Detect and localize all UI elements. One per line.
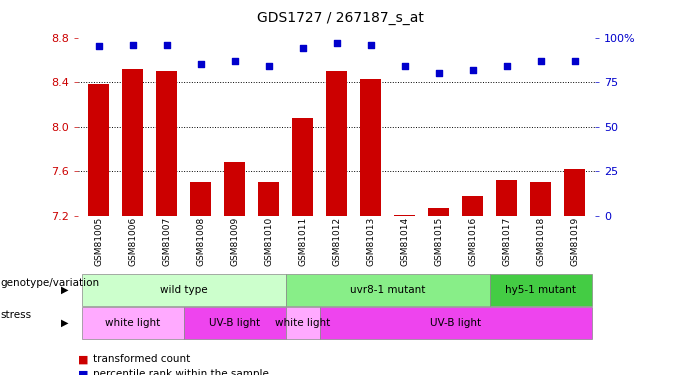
Bar bbox=[394, 214, 415, 216]
Text: transformed count: transformed count bbox=[93, 354, 190, 364]
Text: wild type: wild type bbox=[160, 285, 207, 295]
Bar bbox=[190, 182, 211, 216]
Bar bbox=[462, 196, 483, 216]
Bar bbox=[564, 169, 585, 216]
Point bbox=[433, 70, 444, 76]
Bar bbox=[156, 71, 177, 216]
Bar bbox=[292, 118, 313, 216]
Bar bbox=[88, 84, 109, 216]
Point bbox=[93, 44, 104, 50]
Text: hy5-1 mutant: hy5-1 mutant bbox=[505, 285, 576, 295]
Bar bbox=[122, 69, 143, 216]
Bar bbox=[258, 182, 279, 216]
Text: UV-B light: UV-B light bbox=[430, 318, 481, 328]
Text: white light: white light bbox=[275, 318, 330, 328]
Point bbox=[365, 42, 376, 48]
Point bbox=[127, 42, 138, 48]
Point bbox=[195, 61, 206, 67]
Text: percentile rank within the sample: percentile rank within the sample bbox=[93, 369, 269, 375]
Text: ▶: ▶ bbox=[61, 318, 69, 328]
Point bbox=[229, 58, 240, 64]
Text: ■: ■ bbox=[78, 354, 88, 364]
Bar bbox=[428, 208, 449, 216]
Point bbox=[297, 45, 308, 51]
Bar bbox=[326, 71, 347, 216]
Point bbox=[399, 63, 410, 69]
Text: ■: ■ bbox=[78, 369, 88, 375]
Text: stress: stress bbox=[1, 310, 32, 321]
Point bbox=[569, 58, 580, 64]
Point bbox=[535, 58, 546, 64]
Text: uvr8-1 mutant: uvr8-1 mutant bbox=[350, 285, 425, 295]
Point bbox=[161, 42, 172, 48]
Point bbox=[263, 63, 274, 69]
Text: GDS1727 / 267187_s_at: GDS1727 / 267187_s_at bbox=[256, 11, 424, 25]
Text: ▶: ▶ bbox=[61, 285, 69, 295]
Text: UV-B light: UV-B light bbox=[209, 318, 260, 328]
Point bbox=[501, 63, 512, 69]
Point bbox=[331, 40, 342, 46]
Bar bbox=[496, 180, 517, 216]
Text: genotype/variation: genotype/variation bbox=[1, 278, 100, 288]
Point bbox=[467, 67, 478, 73]
Bar bbox=[224, 162, 245, 216]
Bar bbox=[360, 79, 381, 216]
Text: white light: white light bbox=[105, 318, 160, 328]
Bar bbox=[530, 182, 551, 216]
